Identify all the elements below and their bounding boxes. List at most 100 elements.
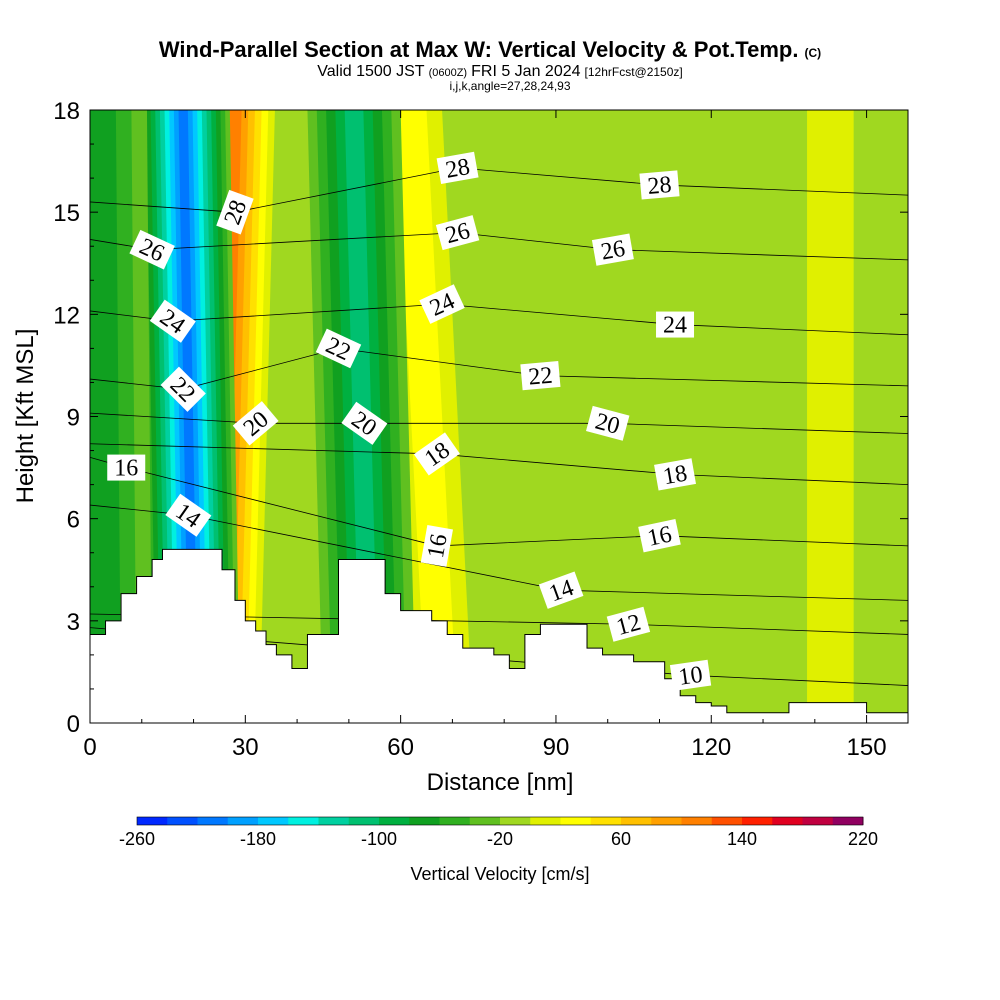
colorbar-swatch bbox=[439, 817, 471, 825]
updraft-band bbox=[395, 110, 458, 723]
contour-label-box bbox=[419, 284, 465, 324]
contour-label: 26 bbox=[435, 215, 480, 251]
contour-label-text: 16 bbox=[114, 456, 138, 482]
colorbar-swatch bbox=[530, 817, 561, 825]
contour-label-text: 18 bbox=[661, 460, 689, 490]
colorbar-tick-label: 220 bbox=[848, 829, 878, 849]
contour-label-text: 16 bbox=[423, 532, 453, 560]
contour-label-box bbox=[413, 432, 460, 476]
contour-label: 24 bbox=[656, 311, 695, 339]
colorbar-swatch bbox=[137, 817, 168, 825]
contour-label: 18 bbox=[654, 458, 696, 491]
contour-label-box bbox=[436, 151, 479, 184]
contour-label-text: 10 bbox=[677, 662, 704, 691]
colorbar-swatch bbox=[832, 817, 864, 825]
contour-label-text: 16 bbox=[645, 521, 674, 551]
contour-label: 14 bbox=[538, 571, 584, 609]
colorbar: -260 -180 -100 -20 60 140 220 bbox=[119, 816, 878, 849]
theta-contour bbox=[90, 443, 908, 486]
chart-title: Wind-Parallel Section at Max W: Vertical… bbox=[159, 37, 821, 62]
contour-label: 16 bbox=[638, 519, 681, 553]
colorbar-swatch bbox=[681, 817, 713, 825]
contour-label: 10 bbox=[669, 659, 712, 691]
colorbar-swatch bbox=[742, 817, 773, 825]
contour-label-text: 22 bbox=[527, 363, 553, 391]
colorbar-swatch bbox=[379, 817, 410, 825]
contour-label-box bbox=[232, 401, 279, 446]
contour-label-box bbox=[639, 170, 680, 200]
contour-label-text: 26 bbox=[599, 236, 627, 266]
colorbar-swatch bbox=[560, 817, 592, 825]
colorbar-swatch bbox=[500, 817, 531, 825]
contour-label-box bbox=[638, 519, 681, 553]
colorbar-swatch bbox=[590, 817, 622, 825]
colorbar-swatch bbox=[227, 817, 259, 825]
x-tick-label: 90 bbox=[543, 734, 570, 761]
contour-label: 24 bbox=[149, 299, 196, 343]
contour-label-box bbox=[654, 458, 696, 491]
contour-label: 28 bbox=[639, 170, 680, 200]
x-tick-label: 150 bbox=[847, 734, 887, 761]
colorbar-tick-label: -100 bbox=[361, 829, 397, 849]
x-axis: 0 30 60 90 120 150 bbox=[83, 110, 887, 761]
contour-label-box bbox=[435, 215, 480, 251]
y-tick-label: 3 bbox=[67, 609, 80, 636]
x-tick-label: 30 bbox=[232, 734, 259, 761]
contour-label: 16 bbox=[420, 524, 453, 567]
contour-label-text: 28 bbox=[444, 154, 472, 184]
contour-label-box bbox=[669, 659, 712, 691]
contour-label-box bbox=[160, 366, 206, 412]
contour-label-box bbox=[107, 454, 146, 481]
x-tick-label: 120 bbox=[691, 734, 731, 761]
contour-label-box bbox=[149, 299, 196, 343]
contour-label-box bbox=[520, 361, 561, 391]
updraft-2 bbox=[783, 110, 877, 723]
colorbar-swatch bbox=[711, 817, 743, 825]
colorbar-swatch bbox=[167, 817, 198, 825]
contour-label-text: 24 bbox=[663, 313, 687, 339]
y-tick-label: 15 bbox=[53, 200, 80, 227]
colorbar-swatch bbox=[288, 817, 319, 825]
contour-label: 16 bbox=[107, 454, 146, 482]
contour-label: 18 bbox=[413, 432, 460, 476]
x-tick-label: 0 bbox=[83, 734, 96, 761]
x-tick-label: 60 bbox=[387, 734, 414, 761]
downdraft-band bbox=[90, 110, 122, 723]
contour-label: 12 bbox=[606, 606, 651, 642]
updraft-band bbox=[807, 110, 854, 723]
y-tick-label: 9 bbox=[67, 405, 80, 432]
y-axis-label: Height [Kft MSL] bbox=[12, 329, 39, 504]
colorbar-swatch bbox=[772, 817, 803, 825]
colorbar-swatch bbox=[469, 817, 501, 825]
valid-time: Valid 1500 JST (0600Z) FRI 5 Jan 2024 [12hr… bbox=[317, 63, 683, 80]
colorbar-tick-label: -260 bbox=[119, 829, 155, 849]
contour-label-box bbox=[586, 405, 630, 441]
contour-label-box bbox=[606, 606, 651, 642]
contour-label-box bbox=[165, 493, 212, 537]
y-axis: 0 3 6 9 12 15 18 bbox=[53, 98, 908, 738]
contour-label: 26 bbox=[591, 233, 634, 266]
contour-label-box bbox=[591, 233, 634, 266]
contour-label-box bbox=[315, 328, 362, 369]
contour-label-box bbox=[420, 524, 453, 567]
contour-label: 26 bbox=[129, 229, 175, 270]
contour-label: 28 bbox=[436, 151, 479, 184]
contour-label-box bbox=[216, 189, 254, 235]
downdraft-2 bbox=[90, 110, 153, 723]
colorbar-swatch bbox=[258, 817, 289, 825]
contour-label-box bbox=[656, 311, 695, 338]
x-axis-label: Distance [nm] bbox=[427, 769, 574, 796]
colorbar-frame bbox=[136, 816, 864, 826]
colorbar-swatch bbox=[348, 817, 380, 825]
colorbar-swatch bbox=[318, 817, 350, 825]
contour-label-box bbox=[129, 229, 175, 270]
colorbar-label: Vertical Velocity [cm/s] bbox=[410, 864, 589, 884]
contour-label-box bbox=[538, 571, 584, 609]
colorbar-swatch bbox=[651, 817, 682, 825]
colorbar-tick-label: 60 bbox=[611, 829, 631, 849]
y-tick-label: 6 bbox=[67, 507, 80, 534]
colorbar-tick-label: -180 bbox=[240, 829, 276, 849]
